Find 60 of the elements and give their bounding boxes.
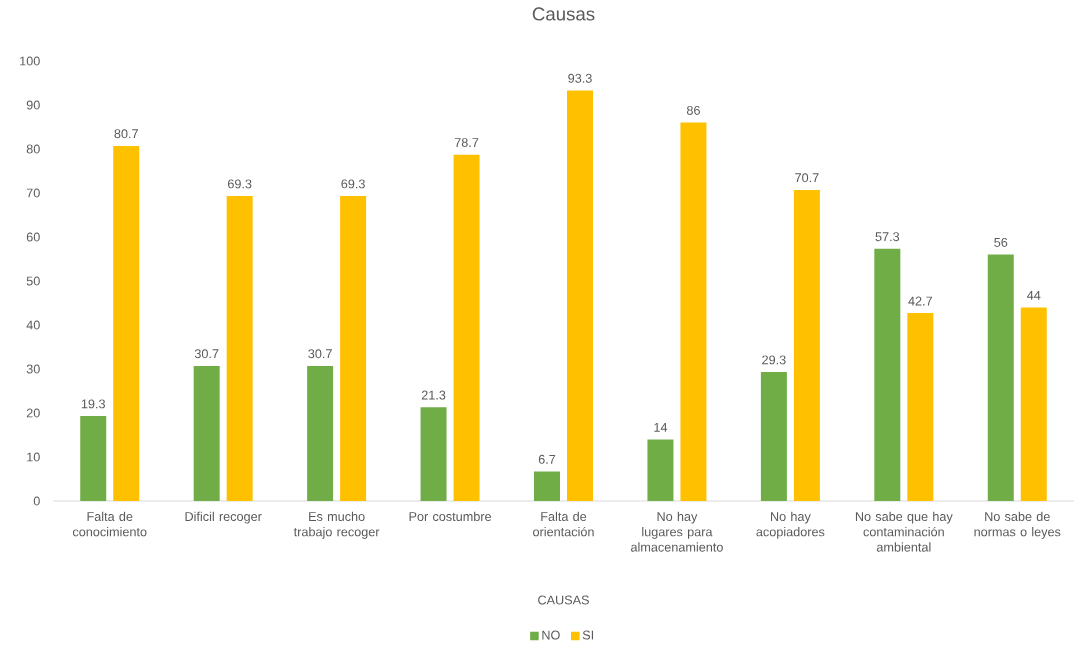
data-label: 42.7 [908,296,933,306]
x-tick-label: Falta de orientación [533,511,594,537]
bar [793,189,820,501]
data-label: 19.3 [81,399,105,409]
x-tick-label: Dificil recoger [185,511,262,524]
bar [307,365,334,501]
data-label: 14 [654,422,668,432]
data-label: 44 [1027,290,1041,300]
bar [567,90,593,501]
x-tick-label: No sabe de normas o leyes [974,511,1061,539]
data-label: 86 [686,105,700,115]
x-axis-title: CAUSAS [538,595,589,605]
y-tick-label: 20 [26,408,40,418]
bar [193,365,220,501]
y-tick-label: 10 [27,452,40,462]
x-tick-label: Por costumbre [409,511,492,521]
y-tick-label: 60 [26,232,40,242]
bar [647,439,674,501]
legend-label: SI [582,630,594,640]
data-label: 6.7 [538,454,556,464]
y-tick-label: 30 [26,364,40,374]
bar [420,407,447,501]
legend-label: NO [542,630,560,640]
bar [80,416,107,501]
bar [874,248,901,501]
data-label: 69.3 [228,179,252,189]
y-tick-label: 50 [26,276,40,286]
y-tick-label: 100 [20,56,40,66]
x-tick-label: Falta de conocimiento [72,511,147,537]
bar [226,196,253,501]
chart-title: Causas [532,7,595,21]
y-tick-label: 80 [26,144,40,154]
data-label: 78.7 [454,138,479,147]
bar [340,196,367,501]
bar [1020,307,1047,501]
bar [680,122,707,501]
x-tick-label: No sabe que hay contaminación ambiental [855,511,953,552]
data-label: 70.7 [795,173,819,183]
x-tick-label: Es mucho trabajo recoger [293,511,380,539]
bar [987,254,1014,501]
data-label: 69.3 [341,179,365,189]
data-label: 93.3 [568,73,592,83]
bar [113,145,140,501]
data-label: 30.7 [194,349,219,359]
data-label: 30.7 [308,349,332,359]
data-label: 80.7 [114,129,138,139]
bar [453,154,480,501]
data-label: 21.3 [421,390,446,400]
bar [760,372,787,501]
y-tick-label: 90 [26,100,40,110]
data-label: 29.3 [762,355,786,365]
x-tick-label: No hay lugares para almacenamiento [631,511,723,552]
y-tick-label: 70 [26,188,40,198]
bar [907,313,934,501]
data-label: 56 [994,237,1008,247]
x-tick-label: No hay acopiadores [756,511,825,539]
y-tick-label: 40 [26,320,40,330]
bar [534,471,560,501]
y-tick-label: 0 [33,496,40,506]
data-label: 57.3 [875,232,900,242]
